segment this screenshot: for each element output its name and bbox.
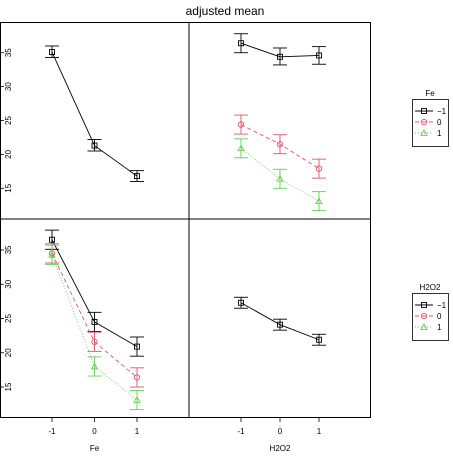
x-tick-label: 1 bbox=[135, 427, 140, 436]
y-axis-row-0: 15 20 25 30 35 bbox=[0, 48, 13, 193]
point-marker-triangle bbox=[133, 396, 141, 403]
y-tick-label: 20 bbox=[4, 149, 13, 158]
legend-fe: Fe−1 0 1 bbox=[412, 89, 449, 147]
series-level-0 bbox=[234, 114, 326, 179]
point-marker-triangle bbox=[315, 197, 323, 205]
legend-entry: 0 bbox=[415, 312, 442, 321]
point-marker-square bbox=[134, 343, 140, 350]
series-line bbox=[51, 51, 138, 177]
y-tick-label: 30 bbox=[4, 82, 13, 91]
y-tick-label: 25 bbox=[4, 314, 13, 323]
point-marker-circle bbox=[237, 121, 245, 128]
panel-bottom-right bbox=[234, 296, 326, 346]
series-line bbox=[51, 254, 138, 401]
legend-label: −1 bbox=[437, 107, 447, 116]
legend-title: Fe bbox=[425, 89, 435, 98]
y-tick-label: 25 bbox=[4, 116, 13, 125]
panel-top-left bbox=[45, 45, 144, 182]
legend-entry: −1 bbox=[415, 107, 447, 116]
point-marker-square bbox=[316, 52, 322, 59]
x-axis-col-1: -1 0 1 bbox=[237, 418, 322, 436]
series-level-neg1 bbox=[234, 296, 326, 346]
point-marker-square bbox=[49, 49, 55, 55]
x-tick-label: -1 bbox=[237, 427, 245, 436]
point-marker-triangle bbox=[237, 144, 245, 152]
x-axis-col-0: -1 0 1 bbox=[48, 418, 140, 436]
panel-bottom-left bbox=[45, 229, 144, 411]
point-marker-triangle bbox=[276, 174, 284, 182]
y-tick-label: 15 bbox=[4, 183, 13, 192]
legend-title: H2O2 bbox=[420, 283, 441, 292]
series-level-1 bbox=[45, 244, 144, 411]
y-tick-label: 35 bbox=[4, 48, 13, 57]
legend-label: 1 bbox=[437, 323, 442, 332]
point-marker-circle bbox=[91, 338, 98, 345]
plot-border bbox=[0, 22, 371, 418]
panel-top-right bbox=[234, 33, 326, 212]
y-tick-label: 30 bbox=[4, 279, 13, 288]
y-axis-row-1: 15 20 25 30 35 bbox=[0, 245, 13, 391]
point-marker-square bbox=[91, 318, 98, 325]
series-level-neg1 bbox=[45, 45, 144, 182]
legend-h2o2: H2O2 −1 0 1 bbox=[412, 283, 449, 341]
point-marker-square bbox=[277, 321, 283, 328]
legend-label: 0 bbox=[437, 118, 442, 127]
series-level-neg1 bbox=[234, 33, 326, 66]
point-marker-square bbox=[238, 299, 244, 306]
point-marker-square bbox=[91, 142, 98, 149]
series-level-1 bbox=[234, 138, 326, 212]
legend-entry: 1 bbox=[415, 323, 442, 332]
legend-entry: 0 bbox=[415, 118, 442, 127]
legend-label: 0 bbox=[437, 312, 442, 321]
legend-entry: −1 bbox=[415, 301, 447, 310]
point-marker-circle bbox=[420, 312, 428, 320]
point-marker-square bbox=[49, 236, 55, 243]
point-marker-triangle bbox=[420, 323, 428, 330]
point-marker-square bbox=[316, 336, 322, 343]
y-tick-label: 15 bbox=[4, 382, 13, 391]
legend-label: −1 bbox=[437, 301, 447, 310]
point-marker-circle bbox=[276, 141, 284, 148]
y-tick-label: 35 bbox=[4, 245, 13, 254]
point-marker-triangle bbox=[90, 362, 99, 370]
x-tick-label: 0 bbox=[278, 427, 283, 436]
legend-entry: 1 bbox=[415, 129, 442, 138]
point-marker-circle bbox=[133, 374, 141, 381]
point-marker-circle bbox=[315, 165, 323, 172]
point-marker-square bbox=[238, 40, 244, 47]
y-tick-label: 20 bbox=[4, 348, 13, 357]
point-marker-square bbox=[421, 108, 427, 114]
legend-label: 1 bbox=[437, 129, 442, 138]
point-marker-square bbox=[277, 53, 283, 60]
x-tick-label: -1 bbox=[48, 427, 56, 436]
point-marker-triangle bbox=[420, 129, 428, 136]
x-tick-label: 0 bbox=[92, 427, 97, 436]
panel-frame bbox=[0, 22, 371, 418]
x-tick-label: 1 bbox=[317, 427, 322, 436]
x-axis-label: Fe bbox=[90, 444, 100, 453]
x-axis-label: H2O2 bbox=[270, 444, 291, 453]
point-marker-square bbox=[421, 302, 427, 308]
legend-box bbox=[412, 99, 449, 147]
panel-grid: 15 20 25 30 35 15 20 25 30 35 -1 0 1 -1 0 1 Fe H2O2 bbox=[0, 22, 371, 453]
chart-title: adjusted mean bbox=[186, 4, 265, 18]
point-marker-square bbox=[134, 173, 140, 180]
point-marker-triangle bbox=[48, 250, 56, 258]
point-marker-circle bbox=[420, 118, 428, 126]
legend-box bbox=[412, 293, 449, 341]
